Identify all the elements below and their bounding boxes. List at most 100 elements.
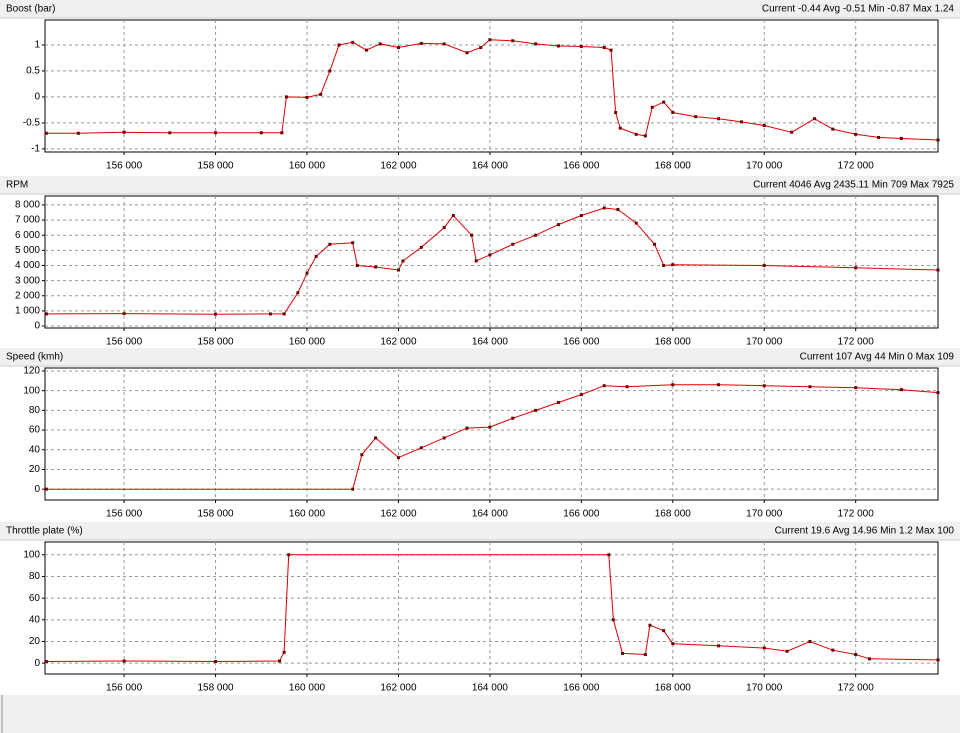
plot-area [44, 367, 939, 501]
x-tick-label: 166 000 [563, 161, 600, 172]
data-point [396, 456, 400, 460]
x-tick-label: 164 000 [472, 683, 509, 694]
data-point [419, 245, 423, 249]
data-point [618, 126, 622, 130]
y-tick-label: 6 000 [15, 230, 40, 241]
x-tick-label: 164 000 [472, 509, 509, 520]
x-tick-label: 168 000 [655, 161, 692, 172]
chart-title: Boost (bar) [6, 4, 55, 15]
data-point [396, 46, 400, 50]
data-point [556, 223, 560, 227]
chart-panel: RPM Current 4046 Avg 2435.11 Min 709 Max … [0, 176, 960, 348]
chart-stats: Current 19.6 Avg 14.96 Min 1.2 Max 100 [775, 526, 955, 537]
data-point [634, 221, 638, 225]
data-point [314, 254, 318, 258]
data-point [936, 391, 940, 395]
chart-title: RPM [6, 180, 28, 191]
y-tick-label: 60 [29, 593, 41, 604]
data-point [790, 130, 794, 134]
data-point [287, 553, 291, 557]
data-point [762, 263, 766, 267]
y-tick-label: 4 000 [15, 260, 40, 271]
x-tick-label: 172 000 [838, 683, 875, 694]
data-point [579, 214, 583, 218]
data-point [643, 652, 647, 656]
panel-header [0, 522, 960, 540]
data-point [374, 436, 378, 440]
panel-header [0, 0, 960, 18]
data-point [259, 131, 263, 135]
data-point [122, 312, 126, 316]
data-point [831, 648, 835, 652]
chart-panel: Speed (kmh) Current 107 Avg 44 Min 0 Max … [0, 348, 960, 520]
data-point [214, 660, 218, 664]
data-point [936, 268, 940, 272]
data-point [474, 259, 478, 263]
data-point [899, 388, 903, 392]
data-point [534, 42, 538, 46]
x-tick-label: 158 000 [197, 161, 234, 172]
y-tick-label: 0.5 [26, 66, 40, 77]
x-tick-label: 170 000 [746, 161, 783, 172]
data-point [671, 111, 675, 115]
data-point [451, 214, 455, 218]
data-point [662, 629, 666, 633]
x-tick-label: 166 000 [563, 337, 600, 348]
data-point [854, 652, 858, 656]
data-point [280, 131, 284, 135]
x-tick-label: 162 000 [380, 683, 417, 694]
plot-area [44, 541, 939, 675]
x-tick-label: 156 000 [106, 683, 143, 694]
data-point [282, 650, 286, 654]
x-tick-label: 156 000 [106, 509, 143, 520]
data-point [351, 487, 355, 491]
data-point [602, 384, 606, 388]
panel-header [0, 348, 960, 366]
data-point [419, 446, 423, 450]
chart-stats: Current -0.44 Avg -0.51 Min -0.87 Max 1.… [762, 4, 955, 15]
data-point [614, 111, 618, 115]
data-point [419, 41, 423, 45]
data-point [717, 383, 721, 387]
data-line [46, 384, 939, 490]
data-point [611, 618, 615, 622]
data-point [616, 207, 620, 211]
x-tick-label: 168 000 [655, 509, 692, 520]
plot-area [44, 19, 939, 153]
data-point [351, 40, 355, 44]
data-point [282, 312, 286, 316]
footer-area [0, 695, 960, 733]
y-tick-label: -0.5 [23, 118, 41, 129]
x-tick-label: 162 000 [380, 509, 417, 520]
data-point [328, 69, 332, 73]
data-point [556, 44, 560, 48]
data-point [662, 263, 666, 267]
data-point [401, 259, 405, 263]
data-point [634, 132, 638, 136]
data-point [284, 95, 288, 99]
y-tick-label: 7 000 [15, 215, 40, 226]
data-point [579, 45, 583, 49]
data-point [44, 131, 48, 135]
x-tick-label: 160 000 [289, 161, 326, 172]
data-point [268, 312, 272, 316]
data-point [364, 48, 368, 52]
data-point [442, 436, 446, 440]
data-point [650, 105, 654, 109]
data-point [442, 226, 446, 230]
data-point [625, 385, 629, 389]
data-point [511, 242, 515, 246]
data-point [579, 393, 583, 397]
data-point [602, 206, 606, 210]
data-point [621, 651, 625, 655]
data-point [396, 268, 400, 272]
data-point [867, 657, 871, 661]
data-point [534, 233, 538, 237]
chart-panel: Throttle plate (%) Current 19.6 Avg 14.96… [0, 522, 960, 694]
y-tick-label: 8 000 [15, 200, 40, 211]
y-tick-label: 80 [29, 571, 41, 582]
data-point [662, 100, 666, 104]
y-tick-label: 20 [29, 464, 41, 475]
x-tick-label: 168 000 [655, 337, 692, 348]
